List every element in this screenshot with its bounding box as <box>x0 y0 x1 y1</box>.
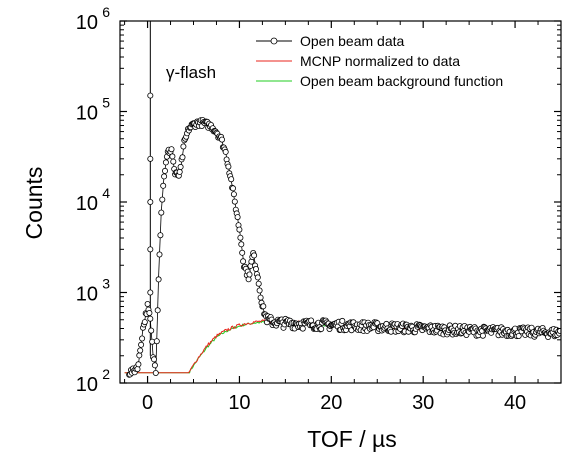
data-point <box>299 325 306 332</box>
data-point <box>152 369 159 376</box>
data-point <box>246 271 253 278</box>
legend: Open beam data MCNP normalized to data Ope… <box>256 33 503 89</box>
data-point <box>151 362 158 369</box>
data-point <box>245 276 252 283</box>
data-point <box>479 332 486 339</box>
data-point <box>147 155 154 162</box>
legend-marker <box>270 37 278 45</box>
data-point <box>339 317 346 324</box>
data-point <box>238 241 245 248</box>
legend-label: Open beam background function <box>300 73 503 89</box>
series-data-line <box>129 122 561 374</box>
series-data-markers <box>126 92 561 378</box>
legend-label: Open beam data <box>300 33 405 49</box>
data-point <box>147 198 154 205</box>
data-point <box>135 361 142 368</box>
data-point <box>161 167 168 174</box>
data-point <box>228 176 235 183</box>
data-point <box>222 148 229 155</box>
data-point <box>147 92 154 99</box>
y-tick-exponent: 4 <box>102 185 110 201</box>
data-point <box>170 158 177 165</box>
data-point <box>308 317 315 324</box>
data-point <box>231 198 238 205</box>
data-point <box>557 328 561 334</box>
data-point <box>146 309 153 316</box>
data-point <box>256 287 263 294</box>
data-point <box>155 276 162 283</box>
data-point <box>234 214 241 221</box>
data-point <box>139 335 146 342</box>
data-point <box>147 289 154 296</box>
plot-clip-group <box>124 21 561 378</box>
data-point <box>254 274 261 281</box>
data-point <box>240 258 247 265</box>
data-point <box>180 143 187 150</box>
legend-label: MCNP normalized to data <box>300 53 460 69</box>
data-point <box>159 196 166 203</box>
data-point <box>134 366 141 373</box>
data-point <box>236 226 243 233</box>
data-point <box>168 146 175 153</box>
data-point <box>153 338 160 345</box>
data-point <box>136 352 143 359</box>
data-point <box>176 168 183 175</box>
data-point <box>162 159 169 166</box>
data-point <box>141 319 148 326</box>
data-point <box>147 315 154 322</box>
data-point <box>154 307 161 314</box>
data-point <box>156 251 163 258</box>
data-point <box>179 154 186 161</box>
data-point <box>225 163 232 170</box>
plot-area <box>124 21 561 378</box>
y-axis-title: Counts <box>21 167 47 240</box>
data-point <box>237 234 244 241</box>
data-point <box>157 232 164 239</box>
data-point <box>148 327 155 334</box>
data-point <box>255 280 262 287</box>
data-point <box>160 182 167 189</box>
data-point <box>158 209 165 216</box>
data-point <box>144 300 151 307</box>
x-tick-label: 20 <box>320 392 342 414</box>
data-point <box>251 252 258 259</box>
data-point <box>239 249 246 256</box>
data-point <box>137 347 144 354</box>
data-point <box>169 153 176 160</box>
data-point <box>150 356 157 363</box>
data-point <box>177 163 184 170</box>
x-tick-label: 40 <box>504 392 526 414</box>
data-point <box>161 173 168 180</box>
data-point <box>230 191 237 198</box>
data-point <box>318 325 325 332</box>
data-point <box>138 341 145 348</box>
data-point <box>252 265 259 272</box>
y-tick-label: 10 <box>76 374 98 396</box>
data-point <box>218 136 225 143</box>
y-tick-exponent: 3 <box>102 276 110 292</box>
x-tick-label: 30 <box>412 392 434 414</box>
data-point <box>147 246 154 253</box>
data-point <box>260 303 267 310</box>
x-tick-label: 10 <box>228 392 250 414</box>
y-tick-exponent: 2 <box>102 366 110 382</box>
data-point <box>229 185 236 192</box>
y-tick-label: 10 <box>76 12 98 34</box>
x-axis-title: TOF / µs <box>307 426 397 452</box>
x-tick-label: 0 <box>142 392 153 414</box>
y-tick-exponent: 5 <box>102 95 110 111</box>
data-point <box>257 294 264 301</box>
y-tick-label: 10 <box>76 193 98 215</box>
gamma-flash-annotation: γ-flash <box>166 63 216 82</box>
y-tick-label: 10 <box>76 284 98 306</box>
data-point <box>515 332 522 339</box>
y-tick-exponent: 6 <box>102 4 110 20</box>
y-tick-label: 10 <box>76 103 98 125</box>
